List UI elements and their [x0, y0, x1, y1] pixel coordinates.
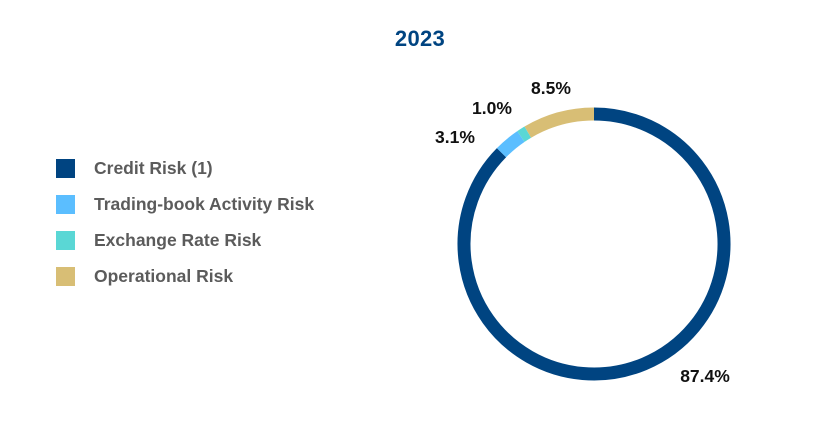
data-label-exchange-rate-risk: 1.0%	[472, 98, 512, 118]
legend: Credit Risk (1) Trading-book Activity Ri…	[56, 150, 314, 294]
legend-item-exchange-rate-risk: Exchange Rate Risk	[56, 222, 314, 258]
legend-item-trading-book-activity-risk: Trading-book Activity Risk	[56, 186, 314, 222]
slice-credit-risk	[457, 107, 731, 381]
legend-item-credit-risk: Credit Risk (1)	[56, 150, 314, 186]
slice-trading-book-activity-risk	[496, 131, 525, 158]
legend-label-credit-risk: Credit Risk (1)	[94, 157, 213, 178]
legend-swatch-credit-risk	[56, 158, 75, 178]
legend-item-operational-risk: Operational Risk	[56, 258, 314, 294]
data-label-operational-risk: 8.5%	[531, 78, 571, 98]
legend-swatch-exchange-rate-risk	[56, 230, 75, 250]
legend-swatch-trading-book-activity-risk	[56, 194, 75, 214]
data-label-credit-risk: 87.4%	[680, 366, 730, 386]
chart-title: 2023	[394, 26, 446, 51]
data-label-trading-book-activity-risk: 3.1%	[435, 127, 475, 147]
legend-label-operational-risk: Operational Risk	[94, 265, 234, 286]
slice-exchange-rate-risk	[517, 126, 532, 142]
slice-operational-risk	[524, 107, 595, 138]
legend-label-exchange-rate-risk: Exchange Rate Risk	[94, 229, 262, 250]
legend-swatch-operational-risk	[56, 266, 75, 286]
legend-label-trading-book-activity-risk: Trading-book Activity Risk	[94, 193, 315, 214]
